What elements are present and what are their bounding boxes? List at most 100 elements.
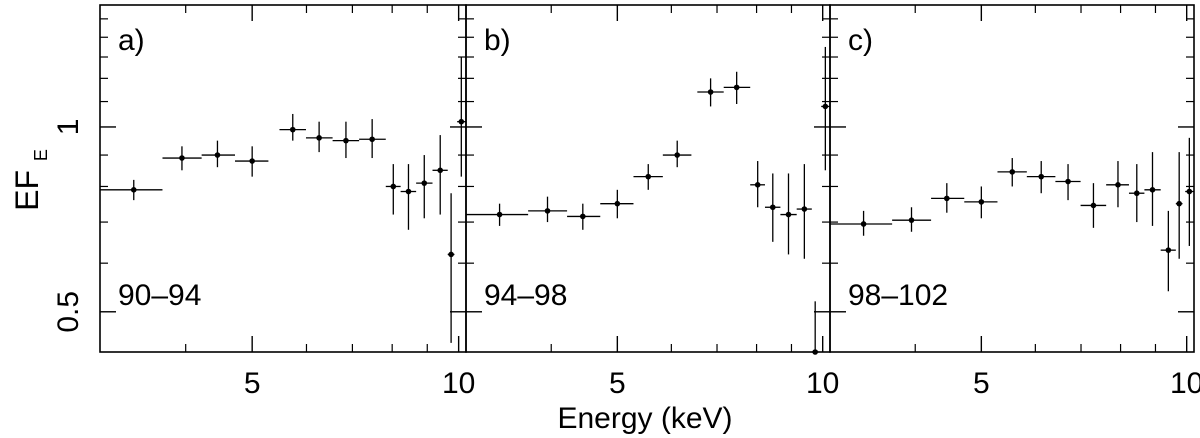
data-point — [780, 173, 797, 255]
data-marker — [908, 217, 915, 223]
data-point — [385, 164, 401, 215]
data-marker — [448, 251, 454, 258]
data-marker — [437, 167, 444, 174]
panel-1: 5 10 0.5 1 a) 90–94 — [52, 4, 475, 400]
panel-frame — [829, 4, 1195, 353]
y-axis-label: EF E — [9, 149, 51, 211]
data-point — [1080, 183, 1107, 228]
data-point — [1160, 210, 1176, 292]
data-point — [892, 207, 932, 232]
panel-range-label: 98–102 — [848, 279, 948, 312]
data-marker — [1115, 182, 1121, 188]
data-point — [830, 210, 893, 236]
data-marker — [1090, 202, 1097, 209]
data-marker — [390, 183, 397, 190]
panel-range-label: 94–98 — [484, 279, 567, 312]
data-marker — [130, 187, 137, 193]
data-point — [764, 173, 781, 242]
x-tick-label: 5 — [609, 367, 626, 400]
y-axis-label-sub: E — [31, 149, 51, 161]
data-point — [997, 158, 1027, 187]
data-point — [279, 113, 306, 141]
data-marker — [249, 158, 255, 164]
data-point — [1106, 161, 1129, 208]
data-marker — [944, 195, 950, 202]
panels: 5 10 0.5 1 a) 90–94 5 10 b) 94–98 5 10 c) 98–102 — [52, 4, 1200, 400]
data-marker — [645, 173, 652, 180]
data-point — [100, 179, 163, 201]
data-point — [416, 155, 433, 219]
data-point — [964, 186, 998, 219]
data-point — [662, 140, 692, 168]
data-point — [633, 164, 663, 190]
data-point — [821, 46, 830, 171]
data-marker — [614, 200, 621, 207]
data-point — [1128, 164, 1145, 223]
y-tick-label: 0.5 — [52, 291, 85, 333]
data-marker — [343, 137, 349, 144]
x-tick-label: 10 — [806, 367, 839, 400]
panel-tag: c) — [848, 24, 873, 57]
x-tick-label: 5 — [244, 367, 261, 400]
data-point — [1055, 164, 1081, 201]
data-marker — [544, 208, 551, 214]
data-marker — [214, 152, 221, 158]
data-point — [1026, 161, 1056, 194]
data-marker — [1165, 247, 1172, 253]
y-axis-label-main: EF — [9, 170, 45, 211]
data-marker — [1038, 173, 1045, 180]
data-marker — [421, 180, 428, 186]
x-tick-label: 10 — [1170, 367, 1200, 400]
data-point — [400, 164, 417, 230]
x-tick-label: 5 — [973, 367, 990, 400]
data-point — [201, 140, 236, 168]
data-marker — [733, 84, 740, 91]
data-marker — [1065, 178, 1071, 185]
data-point — [466, 203, 529, 226]
data-marker — [754, 182, 761, 188]
data-marker — [316, 135, 322, 141]
panel-range-label: 90–94 — [118, 279, 201, 312]
data-marker — [1176, 200, 1182, 207]
data-point — [432, 135, 448, 215]
data-point — [332, 121, 360, 159]
data-marker — [1186, 188, 1193, 195]
data-marker — [1009, 169, 1016, 175]
data-point — [750, 161, 765, 208]
data-marker — [674, 152, 681, 158]
data-marker — [860, 221, 867, 227]
x-axis-label: Energy (keV) — [557, 402, 732, 435]
data-point — [567, 203, 601, 230]
data-marker — [769, 204, 776, 211]
x-tick-label: 10 — [442, 367, 475, 400]
data-point — [305, 121, 333, 153]
data-marker — [707, 89, 714, 95]
data-marker — [801, 206, 808, 212]
data-point — [931, 183, 965, 213]
data-marker — [580, 213, 586, 220]
panel-tag: a) — [118, 24, 145, 57]
data-marker — [179, 155, 185, 161]
data-point — [359, 119, 386, 159]
data-point — [528, 196, 568, 223]
data-marker — [812, 349, 818, 355]
data-point — [600, 189, 634, 219]
data-marker — [978, 199, 985, 205]
data-marker — [1133, 190, 1140, 197]
data-point — [457, 57, 466, 177]
data-point — [235, 146, 269, 177]
data-point — [723, 71, 751, 104]
data-point — [1185, 137, 1194, 246]
data-marker — [369, 136, 375, 143]
data-point — [796, 164, 812, 259]
data-marker — [785, 211, 792, 218]
data-marker — [289, 126, 296, 133]
panel-tag: b) — [484, 24, 511, 57]
data-point — [162, 146, 202, 171]
data-marker — [496, 211, 503, 218]
data-point — [1144, 152, 1161, 226]
data-marker — [822, 103, 829, 110]
panel-3: 5 10 c) 98–102 — [829, 4, 1200, 400]
data-marker — [405, 188, 412, 195]
